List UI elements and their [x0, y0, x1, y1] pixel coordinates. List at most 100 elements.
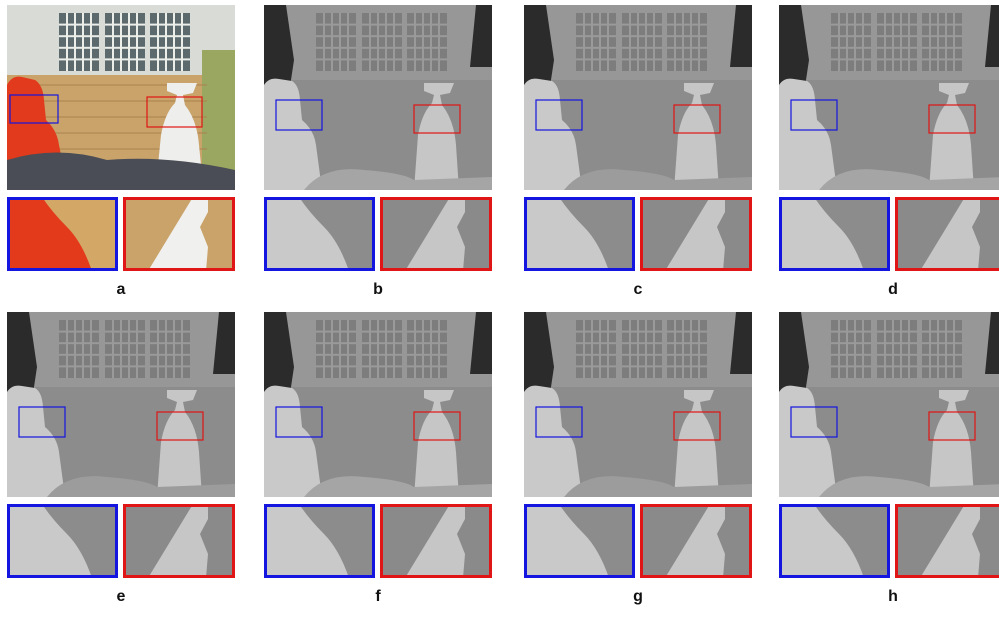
window-bar — [862, 320, 864, 378]
window-bar — [393, 13, 395, 71]
window-bar — [929, 13, 931, 71]
window-bar — [576, 58, 616, 60]
window-bar — [892, 320, 894, 378]
window-bar — [922, 331, 962, 333]
window-bar — [112, 13, 114, 71]
window-bar — [929, 320, 931, 378]
window-bar — [105, 365, 145, 367]
window-bar — [945, 320, 947, 378]
window-bar — [622, 331, 662, 333]
window-bar — [128, 13, 130, 71]
window-bar — [877, 365, 917, 367]
window-bar — [831, 342, 871, 344]
window-bar — [877, 47, 917, 49]
window-bar — [316, 342, 356, 344]
window-bar — [316, 354, 356, 356]
window-bar — [922, 342, 962, 344]
window — [576, 320, 616, 378]
window-bar — [59, 342, 99, 344]
window-bar — [645, 320, 647, 378]
window-bar — [66, 13, 68, 71]
panel-label: b — [373, 281, 383, 298]
window — [407, 320, 447, 378]
window-bar — [323, 320, 325, 378]
window-bar — [583, 13, 585, 71]
panel — [264, 5, 492, 271]
window — [150, 13, 190, 71]
window-bar — [884, 320, 886, 378]
window-bar — [82, 13, 84, 71]
window-bar — [576, 365, 616, 367]
window-bar — [407, 354, 447, 356]
window — [150, 320, 190, 378]
red-inset — [895, 504, 999, 578]
window-bar — [607, 320, 609, 378]
window-bar — [74, 320, 76, 378]
window-bar — [422, 320, 424, 378]
window-bar — [854, 320, 856, 378]
window-bar — [892, 13, 894, 71]
panel-label: e — [117, 588, 126, 605]
window-bar — [438, 320, 440, 378]
window-bar — [120, 320, 122, 378]
window-bar — [667, 365, 707, 367]
window-bar — [937, 320, 939, 378]
window-bar — [82, 320, 84, 378]
window-bar — [637, 320, 639, 378]
window-bar — [953, 320, 955, 378]
panel — [524, 5, 752, 271]
window-bar — [377, 320, 379, 378]
window-bar — [165, 13, 167, 71]
window-bar — [430, 320, 432, 378]
red-inset — [895, 197, 999, 271]
window — [877, 13, 917, 71]
window — [105, 320, 145, 378]
red-inset — [640, 197, 752, 271]
panel-label: c — [634, 281, 643, 298]
window-bar — [922, 365, 962, 367]
window-bar — [690, 320, 692, 378]
window-bar — [362, 365, 402, 367]
window-bar — [59, 58, 99, 60]
window-bar — [105, 35, 145, 37]
window-bar — [846, 320, 848, 378]
window-bar — [682, 320, 684, 378]
window — [59, 320, 99, 378]
window-bar — [422, 13, 424, 71]
window-bar — [59, 35, 99, 37]
window — [105, 13, 145, 71]
curtain — [202, 50, 235, 170]
blue-inset — [524, 504, 635, 578]
window-bar — [667, 24, 707, 26]
window-bar — [181, 320, 183, 378]
window-bar — [339, 13, 341, 71]
blue-inset — [779, 504, 890, 578]
window-bar — [112, 320, 114, 378]
red-inset — [640, 504, 752, 578]
window-bar — [385, 13, 387, 71]
window-bar — [66, 320, 68, 378]
panel-label: h — [888, 588, 898, 605]
window-bar — [407, 58, 447, 60]
window-bar — [59, 331, 99, 333]
window — [362, 320, 402, 378]
window-bar — [884, 13, 886, 71]
window-bar — [59, 365, 99, 367]
window-bar — [629, 320, 631, 378]
window-bar — [667, 342, 707, 344]
window-bar — [922, 58, 962, 60]
window-bar — [407, 47, 447, 49]
window-bar — [877, 342, 917, 344]
window-bar — [105, 24, 145, 26]
window-bar — [105, 331, 145, 333]
window-bar — [945, 13, 947, 71]
window-bar — [622, 24, 662, 26]
window-bar — [576, 24, 616, 26]
window-bar — [922, 24, 962, 26]
window-bar — [953, 13, 955, 71]
window-bar — [599, 320, 601, 378]
window-bar — [698, 13, 700, 71]
window-bar — [316, 35, 356, 37]
window-bar — [165, 320, 167, 378]
window-bar — [407, 24, 447, 26]
